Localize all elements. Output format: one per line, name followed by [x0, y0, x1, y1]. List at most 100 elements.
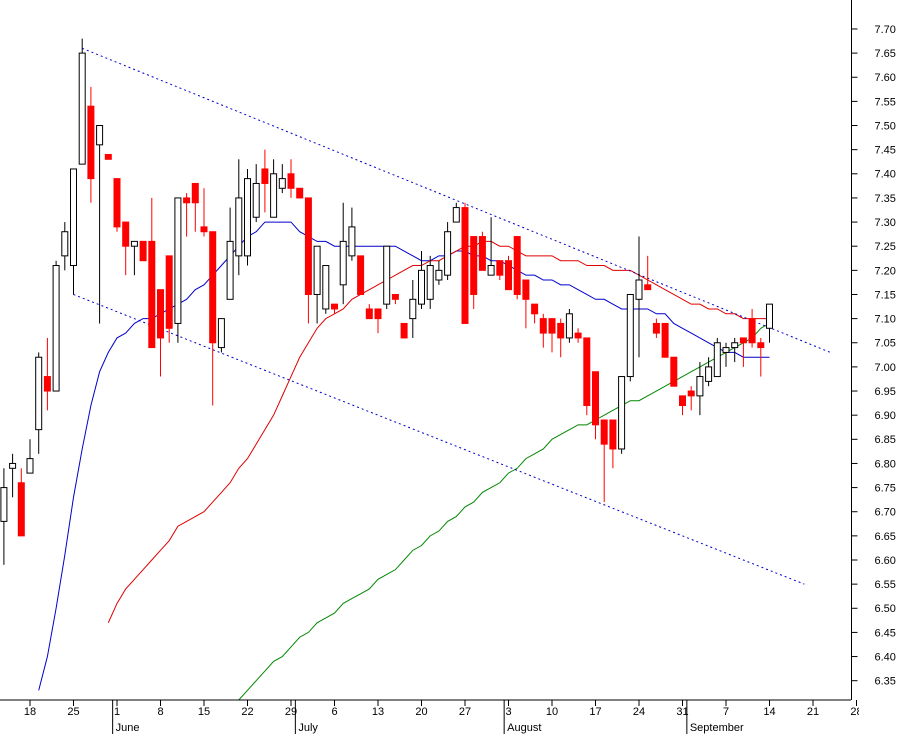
x-tick-label: 20 — [415, 706, 427, 718]
candle-body — [391, 293, 399, 300]
y-tick-label: 7.50 — [875, 120, 896, 132]
candle-body — [426, 265, 434, 300]
candle-body — [209, 231, 217, 344]
candle-body — [531, 303, 539, 315]
candle-body — [661, 322, 669, 358]
candle-body — [722, 347, 730, 353]
candle-body — [513, 236, 521, 295]
candle-body — [435, 269, 443, 281]
candle-body — [296, 187, 304, 199]
candle-body — [705, 366, 713, 382]
candle-body — [252, 182, 260, 218]
candle-body — [731, 342, 739, 349]
candle-body — [17, 482, 25, 537]
candle-body — [748, 318, 756, 344]
candle-body — [600, 419, 608, 445]
x-tick-label: 7 — [723, 706, 729, 718]
candle-body — [122, 221, 130, 247]
candle-body — [191, 182, 199, 204]
candle-body — [270, 173, 278, 218]
y-tick-label: 6.60 — [875, 555, 896, 567]
month-label: July — [298, 722, 318, 734]
candle-body — [313, 245, 321, 295]
y-tick-label: 7.10 — [875, 314, 896, 326]
candle-body — [374, 308, 382, 320]
x-tick-label: 6 — [331, 706, 337, 718]
y-tick-label: 6.70 — [875, 507, 896, 519]
candle-body — [539, 318, 547, 334]
candle-body — [548, 318, 556, 334]
y-tick-label: 7.00 — [875, 362, 896, 374]
x-tick-labels: 18 25 1 8 15 22 29 6 13 20 27 3 10 17 24 31 7 14 21 28 — [24, 706, 862, 718]
candle-body — [104, 153, 112, 160]
candle-body — [130, 240, 138, 247]
candle-body — [261, 168, 269, 184]
x-tick-label: 25 — [67, 706, 79, 718]
x-tick-label: 29 — [285, 706, 297, 718]
candle-body — [157, 289, 164, 339]
candle-body — [565, 313, 573, 339]
month-label: September — [690, 722, 744, 734]
candle-body — [183, 197, 191, 204]
candle-body — [757, 342, 765, 349]
candle-body — [635, 279, 643, 300]
month-label: June — [116, 722, 140, 734]
y-tick-label: 7.40 — [875, 169, 896, 181]
candle-body — [87, 105, 95, 180]
month-label: August — [507, 722, 541, 734]
candle-body — [304, 197, 312, 295]
y-tick-label: 6.50 — [875, 603, 896, 615]
candle-body — [739, 337, 747, 344]
candle-body — [78, 52, 86, 165]
x-tick-label: 15 — [198, 706, 210, 718]
candle-body — [557, 322, 565, 339]
candle-body — [592, 371, 599, 426]
x-tick-label: 22 — [241, 706, 253, 718]
candle-body — [470, 236, 478, 295]
y-tick-label: 6.80 — [875, 458, 896, 470]
y-axis: 7.70 7.65 7.60 7.55 7.50 7.45 7.40 7.35 7.30 7.25… — [851, 0, 896, 700]
y-tick-label: 7.55 — [875, 96, 896, 108]
x-tick-label: 27 — [459, 706, 471, 718]
y-tick-label: 6.85 — [875, 434, 896, 446]
x-tick-label: 18 — [24, 706, 36, 718]
y-tick-label: 6.35 — [875, 676, 896, 688]
trend-line — [73, 294, 805, 585]
candle-body — [522, 279, 530, 300]
y-tick-label: 7.35 — [875, 193, 896, 205]
candle-body — [322, 265, 330, 310]
candle-body — [217, 318, 225, 349]
candle-body — [174, 197, 182, 324]
y-tick-label: 7.30 — [875, 217, 896, 229]
y-tick-label: 6.55 — [875, 579, 896, 591]
x-tick-label: 8 — [157, 706, 163, 718]
y-tick-label: 7.65 — [875, 48, 896, 60]
candle-body — [235, 197, 243, 257]
candle-body — [687, 390, 695, 397]
candle-body — [418, 269, 425, 305]
candle-body — [487, 265, 495, 276]
y-tick-label: 7.15 — [875, 289, 896, 301]
x-tick-label: 28 — [850, 706, 862, 718]
y-tick-label: 7.25 — [875, 241, 896, 253]
candle-body — [70, 168, 77, 267]
x-tick-label: 1 — [114, 706, 120, 718]
x-axis: June July August September — [0, 699, 857, 734]
y-tick-label: 6.75 — [875, 482, 896, 494]
candle-body — [400, 322, 408, 339]
y-tick-label: 6.95 — [875, 386, 896, 398]
moving-average-line — [238, 323, 770, 700]
x-tick-label: 10 — [546, 706, 558, 718]
y-tick-label: 6.90 — [875, 410, 896, 422]
candle-body — [670, 356, 678, 387]
candle-body — [35, 356, 43, 431]
candle-body — [0, 487, 8, 522]
y-tick-label: 6.45 — [875, 627, 896, 639]
y-tick-label: 7.60 — [875, 72, 896, 84]
candle-body — [383, 245, 391, 305]
candle-body — [478, 236, 486, 271]
candle-body — [409, 298, 417, 320]
candle-body — [287, 173, 295, 189]
x-tick-label: 21 — [807, 706, 819, 718]
